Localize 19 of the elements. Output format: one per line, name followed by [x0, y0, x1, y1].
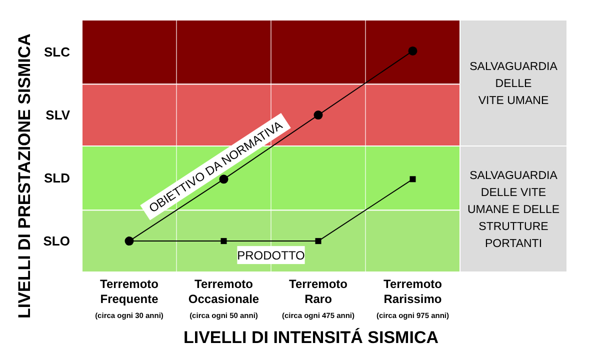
text: SLO — [43, 234, 70, 249]
text: SLD — [44, 170, 70, 186]
x-tick-label: Terremoto Rarissimo (circa ogni 975 anni) — [376, 277, 450, 320]
point — [219, 174, 228, 184]
x-tick-label: Terremoto Frequente (circa ogni 30 anni) — [95, 277, 164, 320]
text: SLC — [44, 44, 71, 60]
text: SLV — [46, 108, 70, 123]
series-label: PRODOTTO — [237, 248, 305, 262]
point — [314, 110, 323, 120]
y-axis-title: LIVELLI DI PRESTAZIONE SISMICA — [15, 34, 34, 318]
point — [220, 238, 227, 244]
band-label: SALVAGUARDIA DELLE VITE UMANE — [470, 61, 558, 108]
x-axis-title: LIVELLI DI INTENSITÁ SISMICA — [183, 327, 439, 347]
point — [315, 238, 322, 244]
band-label: SALVAGUARDIA DELLE VITE UMANE E DELLE STRUTTURE PORTANTI — [467, 170, 560, 250]
point — [410, 176, 416, 182]
point — [408, 46, 418, 56]
x-tick-label: Terremoto Occasionale (circa ogni 50 anni) — [188, 277, 260, 320]
x-tick-label: Terremoto Raro (circa ogni 475 anni) — [282, 277, 356, 320]
